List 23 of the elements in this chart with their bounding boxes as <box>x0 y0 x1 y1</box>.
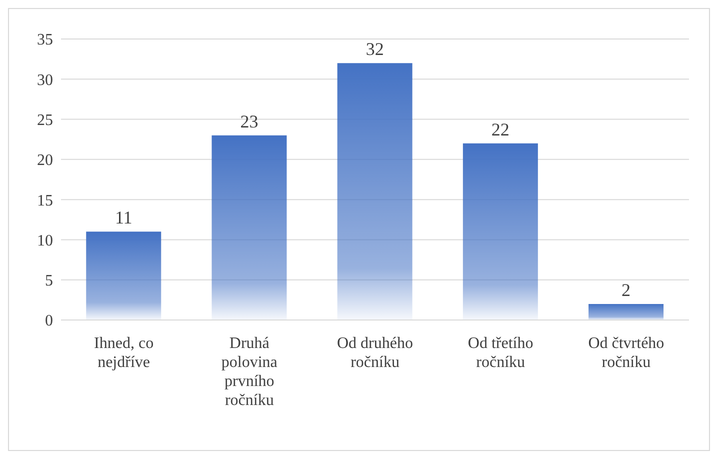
y-tick-label: 25 <box>37 112 53 129</box>
x-tick-label: Od třetího ročníku <box>468 335 534 371</box>
bar <box>462 143 538 320</box>
y-tick-label: 10 <box>37 232 53 250</box>
bar <box>337 63 412 320</box>
y-tick-label: 15 <box>37 192 53 210</box>
x-tick-label: Druhá polovina prvního ročníku <box>221 335 278 409</box>
data-label: 23 <box>240 111 258 132</box>
x-tick-label: Od čtvrtého ročníku <box>588 335 664 371</box>
y-tick-label: 35 <box>37 32 53 49</box>
bar <box>86 232 162 320</box>
bar <box>588 304 664 320</box>
x-tick-label: Ihned, co nejdříve <box>94 335 154 371</box>
data-label: 32 <box>366 39 384 60</box>
y-tick-label: 0 <box>45 312 53 330</box>
data-label: 11 <box>114 208 132 228</box>
data-label: 22 <box>491 119 510 140</box>
y-tick-label: 30 <box>37 72 53 89</box>
y-tick-label: 5 <box>45 272 53 290</box>
x-tick-label: Od druhého ročníku <box>337 335 413 371</box>
data-label: 2 <box>622 280 631 300</box>
y-tick-label: 20 <box>37 152 53 170</box>
bar <box>212 135 287 320</box>
